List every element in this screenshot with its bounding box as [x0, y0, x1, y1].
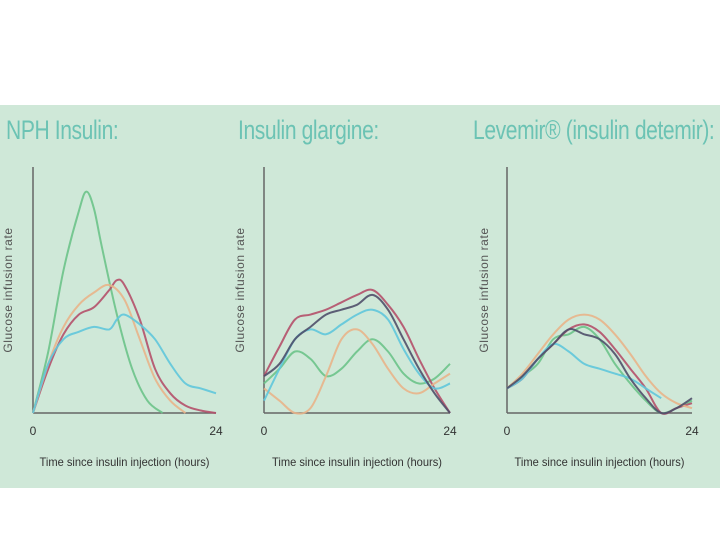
- y-axis-label-2: Glucose infusion rate: [477, 227, 491, 352]
- x-tick-start-2: 0: [504, 424, 511, 438]
- x-tick-end-2: 24: [685, 424, 699, 438]
- charts-svg: 0 24 Time since insulin injection (hours) G…: [0, 105, 720, 488]
- x-tick-end-1: 24: [443, 424, 457, 438]
- chart-panel: NPH Insulin: Insulin glargine: Levemir® …: [0, 105, 720, 488]
- chart-0: 0 24 Time since insulin injection (hours) G…: [1, 167, 223, 469]
- x-axis-label-0: Time since insulin injection (hours): [40, 455, 210, 469]
- x-axis-label-2: Time since insulin injection (hours): [515, 455, 685, 469]
- series-line-0-3: [33, 314, 216, 413]
- x-tick-end-0: 24: [209, 424, 223, 438]
- chart-2: 0 24 Time since insulin injection (hours) G…: [477, 167, 699, 469]
- y-axis-label-0: Glucose infusion rate: [1, 227, 15, 352]
- x-tick-start-1: 0: [261, 424, 268, 438]
- series-line-2-4: [507, 329, 692, 413]
- y-axis-label-1: Glucose infusion rate: [233, 227, 247, 352]
- x-tick-start-0: 0: [30, 424, 37, 438]
- x-axis-label-1: Time since insulin injection (hours): [272, 455, 442, 469]
- chart-1: 0 24 Time since insulin injection (hours) G…: [233, 167, 457, 469]
